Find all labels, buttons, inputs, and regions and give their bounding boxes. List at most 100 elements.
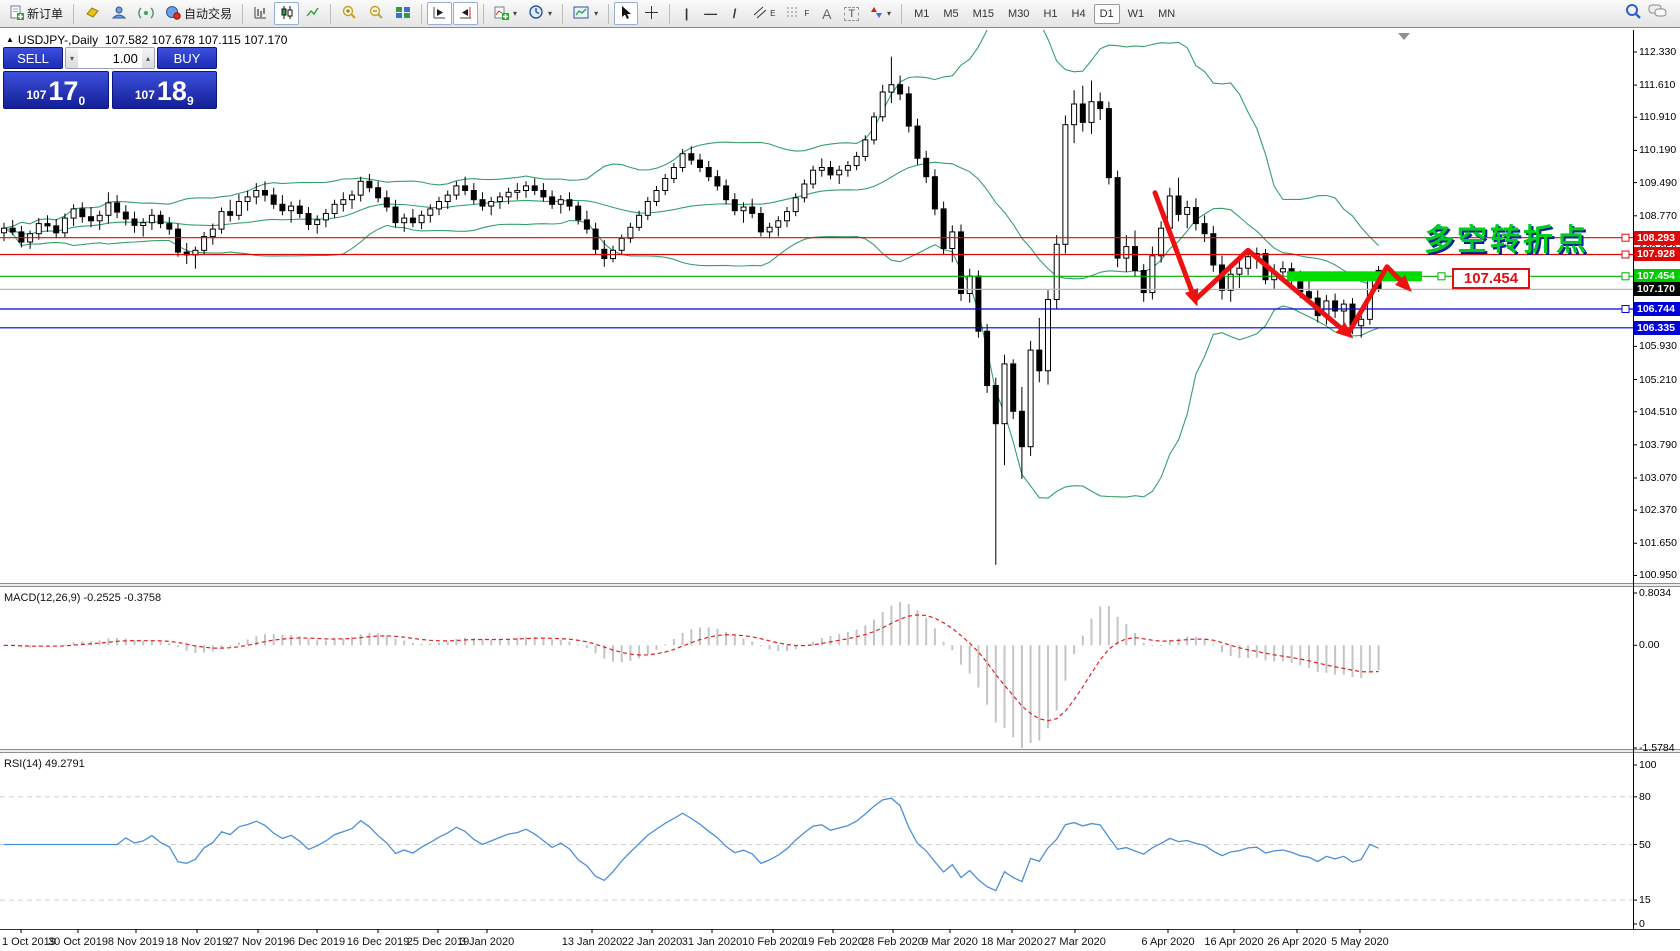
line-chart-button[interactable] bbox=[300, 2, 325, 25]
vertical-line-tool-button[interactable]: | bbox=[675, 2, 698, 25]
signals-button[interactable] bbox=[133, 2, 159, 25]
volume-control: ▾ ▴ bbox=[65, 47, 155, 69]
templates-caret-icon: ▾ bbox=[594, 9, 599, 18]
spin-down-icon: ▾ bbox=[70, 53, 75, 63]
candlestick-chart-icon bbox=[279, 5, 294, 23]
chat-icon[interactable] bbox=[1648, 3, 1668, 24]
spin-up-icon: ▴ bbox=[145, 53, 150, 63]
toolbar-separator bbox=[608, 3, 610, 24]
toolbar-separator bbox=[483, 3, 485, 24]
buy-price-sup: 9 bbox=[186, 94, 194, 108]
macd-histogram bbox=[3, 602, 1380, 748]
support-zone-bar bbox=[1287, 271, 1422, 282]
buy-button[interactable]: BUY bbox=[157, 47, 217, 69]
timeframe-button-h4[interactable]: H4 bbox=[1071, 7, 1086, 20]
timeframe-button-h1[interactable]: H1 bbox=[1043, 7, 1058, 20]
funds-button[interactable] bbox=[106, 2, 132, 25]
cursor-tool-button[interactable] bbox=[614, 2, 639, 25]
new-order-button[interactable]: 新订单 bbox=[4, 2, 68, 25]
horizontal-line-tool-button[interactable]: — bbox=[699, 2, 722, 25]
periods-button[interactable]: ▾ bbox=[523, 2, 557, 25]
channel-sub-label: E bbox=[770, 9, 776, 18]
clock-icon bbox=[528, 4, 544, 23]
timeframe-button-m5[interactable]: M5 bbox=[943, 7, 959, 20]
new-order-label: 新订单 bbox=[27, 7, 64, 21]
crosshair-icon bbox=[644, 5, 659, 23]
sell-price-box[interactable]: 107 17 0 bbox=[3, 71, 109, 109]
sell-button[interactable]: SELL bbox=[3, 47, 63, 69]
signals-icon bbox=[138, 5, 154, 23]
arrows-caret-icon: ▾ bbox=[887, 9, 892, 18]
timeframe-button-d1[interactable]: D1 bbox=[1093, 3, 1120, 24]
toolbar: 新订单 自动交易 bbox=[0, 0, 1680, 28]
deposit-button[interactable] bbox=[79, 2, 105, 25]
volume-decrease-button[interactable]: ▾ bbox=[66, 48, 79, 68]
volume-input[interactable] bbox=[78, 48, 142, 68]
templates-button[interactable]: ▾ bbox=[568, 2, 603, 25]
deposit-icon bbox=[84, 5, 100, 22]
auto-scroll-button[interactable] bbox=[427, 2, 453, 25]
text-tool-button[interactable]: A bbox=[815, 2, 838, 25]
bar-chart-button[interactable] bbox=[248, 2, 273, 25]
fibonacci-icon bbox=[786, 5, 801, 23]
indicators-caret-icon: ▾ bbox=[513, 9, 518, 18]
horizontal-line-icon: — bbox=[704, 6, 718, 21]
zoom-out-button[interactable] bbox=[363, 2, 389, 25]
line-handle bbox=[1621, 250, 1630, 259]
label-tool-button[interactable]: T bbox=[839, 2, 864, 25]
label-icon: T bbox=[844, 6, 860, 21]
timeframe-button-m1[interactable]: M1 bbox=[914, 7, 930, 20]
search-icon[interactable] bbox=[1624, 2, 1642, 25]
buy-price-box[interactable]: 107 18 9 bbox=[111, 71, 217, 109]
crosshair-tool-button[interactable] bbox=[639, 2, 664, 25]
sell-price-big: 17 bbox=[48, 76, 79, 106]
templates-icon bbox=[573, 5, 590, 23]
zoom-out-icon bbox=[368, 4, 384, 23]
toolbar-right bbox=[1624, 2, 1676, 25]
indicators-button[interactable]: ▾ bbox=[489, 2, 522, 25]
auto-trading-icon bbox=[165, 5, 181, 23]
buy-price-big: 18 bbox=[156, 76, 187, 106]
toolbar-separator bbox=[73, 3, 75, 24]
line-chart-icon bbox=[305, 5, 320, 23]
candles bbox=[1, 56, 1382, 565]
toolbar-separator bbox=[242, 3, 244, 24]
toolbar-separator bbox=[562, 3, 564, 24]
tile-windows-icon bbox=[395, 5, 411, 23]
sell-price-sup: 0 bbox=[78, 94, 86, 108]
tile-windows-button[interactable] bbox=[390, 2, 416, 25]
timeframe-group: M1 M5 M15 M30 H1 H4 D1 W1 MN bbox=[907, 3, 1182, 24]
timeframe-button-m15[interactable]: M15 bbox=[972, 7, 995, 20]
timeframe-button-w1[interactable]: W1 bbox=[1127, 7, 1145, 20]
line-handle bbox=[1621, 305, 1630, 313]
funds-icon bbox=[111, 5, 127, 23]
timeframe-button-mn[interactable]: MN bbox=[1158, 7, 1176, 20]
fibonacci-tool-button[interactable]: F bbox=[781, 2, 814, 25]
trendline-tool-button[interactable]: / bbox=[723, 2, 746, 25]
text-icon: A bbox=[822, 5, 832, 22]
fibonacci-sub-label: F bbox=[804, 9, 810, 18]
chart-shift-marker bbox=[1398, 33, 1410, 40]
toolbar-separator bbox=[421, 3, 423, 24]
channel-tool-button[interactable]: E bbox=[747, 2, 780, 25]
toolbar-separator bbox=[330, 3, 332, 24]
vertical-line-icon: | bbox=[684, 6, 689, 21]
candlestick-chart-button[interactable] bbox=[274, 2, 300, 25]
rsi-indicator bbox=[0, 796, 1633, 901]
auto-trading-label: 自动交易 bbox=[184, 7, 233, 21]
price-callout-box[interactable]: 107.454 bbox=[1452, 268, 1530, 289]
cursor-icon bbox=[619, 5, 633, 23]
chart-shift-button[interactable] bbox=[453, 2, 479, 25]
volume-increase-button[interactable]: ▴ bbox=[141, 48, 154, 68]
periods-caret-icon: ▾ bbox=[548, 9, 553, 18]
arrows-tool-button[interactable]: ▾ bbox=[865, 2, 896, 25]
sell-price-small: 107 bbox=[26, 88, 47, 102]
timeframe-button-m30[interactable]: M30 bbox=[1008, 7, 1030, 20]
line-handle bbox=[1621, 272, 1630, 281]
auto-trading-button[interactable]: 自动交易 bbox=[160, 2, 237, 25]
zoom-in-button[interactable] bbox=[336, 2, 362, 25]
line-handle bbox=[1621, 233, 1630, 242]
new-order-icon bbox=[9, 5, 24, 23]
